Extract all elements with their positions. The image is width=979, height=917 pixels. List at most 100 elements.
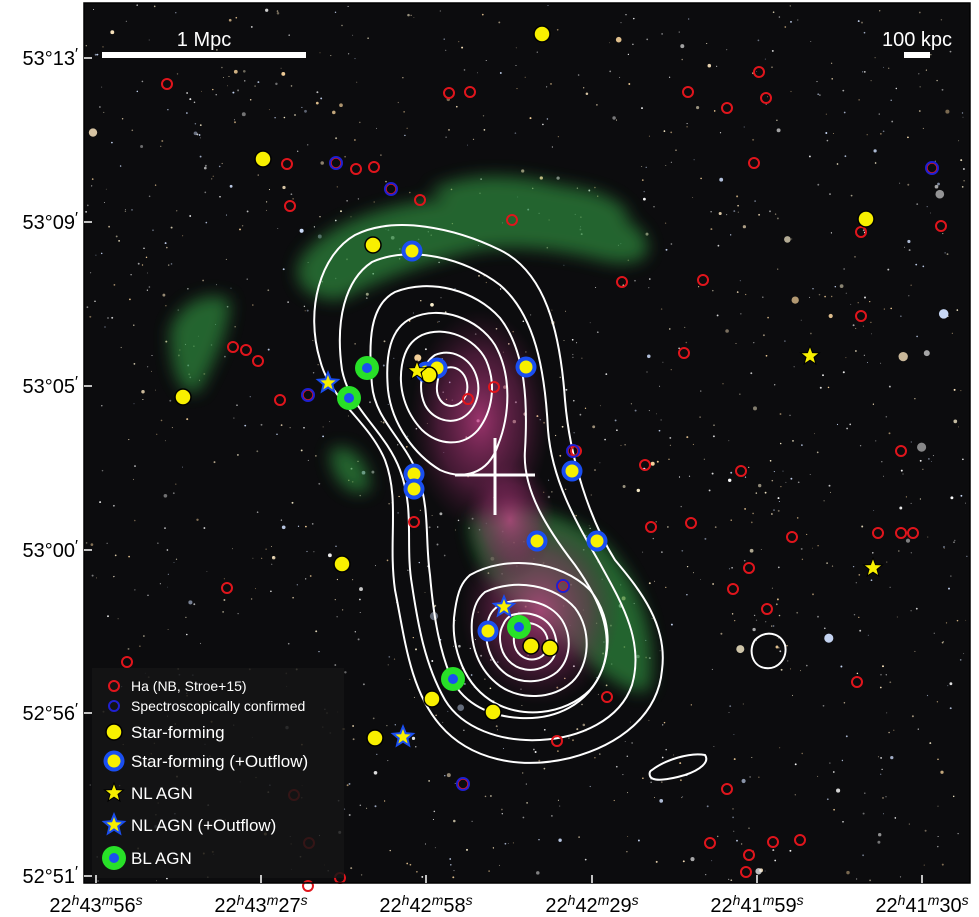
- field-star: [516, 88, 518, 90]
- spectroscopic-marker: [925, 161, 939, 175]
- field-star: [393, 357, 395, 360]
- field-star: [749, 776, 751, 778]
- field-star: [653, 580, 656, 582]
- field-star: [737, 204, 739, 207]
- field-star: [816, 451, 819, 454]
- field-star: [778, 500, 780, 503]
- field-star: [910, 552, 912, 554]
- field-star: [335, 545, 337, 547]
- field-star: [249, 396, 251, 398]
- ha-emitter-marker: [462, 393, 474, 405]
- legend-background: [92, 668, 344, 878]
- field-star: [686, 565, 689, 568]
- field-star: [512, 842, 514, 844]
- field-star: [818, 293, 821, 296]
- field-star: [166, 549, 169, 551]
- field-star: [895, 87, 897, 90]
- field-star: [521, 772, 524, 774]
- field-star: [855, 582, 857, 584]
- field-star: [632, 43, 634, 46]
- field-star: [612, 116, 616, 120]
- field-star: [883, 66, 885, 68]
- field-star: [930, 53, 932, 56]
- field-star: [956, 619, 959, 622]
- field-star: [118, 240, 120, 242]
- field-star: [576, 728, 579, 731]
- field-star: [708, 489, 711, 492]
- field-star: [950, 496, 954, 500]
- field-star: [155, 389, 156, 391]
- y-tick-label: 52°56′: [23, 701, 79, 725]
- ha-emitter-marker: [639, 459, 651, 471]
- field-star: [130, 274, 132, 276]
- contour-level-s6: [499, 612, 558, 671]
- field-star: [822, 374, 824, 377]
- field-star: [946, 253, 949, 256]
- field-star: [113, 576, 115, 578]
- ha-emitter-marker: [761, 603, 773, 615]
- field-star: [387, 760, 389, 762]
- field-star: [857, 20, 860, 23]
- field-star: [359, 804, 362, 806]
- nl-agn-marker: [799, 344, 821, 366]
- field-star: [291, 501, 294, 504]
- field-star: [444, 775, 446, 777]
- scale-bar-100kpc: 100 kpc: [882, 29, 952, 58]
- field-star: [667, 526, 669, 528]
- field-star: [665, 164, 667, 166]
- field-star: [951, 332, 953, 334]
- field-star: [434, 847, 436, 849]
- field-star: [448, 129, 450, 131]
- field-star: [675, 149, 677, 152]
- field-star: [801, 752, 803, 755]
- field-star: [700, 390, 702, 392]
- field-star: [189, 98, 192, 101]
- field-star: [775, 645, 779, 649]
- field-star: [881, 460, 883, 463]
- field-star: [705, 874, 707, 876]
- field-star: [720, 632, 723, 635]
- field-star: [90, 272, 92, 274]
- field-star: [654, 797, 655, 799]
- field-star: [688, 18, 690, 20]
- field-star: [218, 165, 221, 168]
- ha-emitter-marker: [274, 394, 286, 406]
- field-star: [206, 571, 208, 572]
- field-star: [728, 711, 730, 714]
- field-star: [223, 599, 226, 601]
- field-star: [829, 193, 831, 196]
- field-star: [849, 423, 852, 426]
- field-star: [231, 548, 233, 550]
- field-star: [681, 796, 684, 798]
- nl-agn-outflow-marker: [496, 599, 512, 614]
- star-forming-outflow-marker: [590, 534, 604, 548]
- field-star: [728, 568, 731, 570]
- field-star: [504, 842, 507, 845]
- field-star: [467, 144, 469, 146]
- field-star: [254, 588, 257, 590]
- ha-emitter-marker: [227, 341, 239, 353]
- star-forming-marker: [333, 555, 351, 573]
- y-tick-label: 52°51′: [23, 864, 79, 888]
- field-star: [371, 470, 375, 474]
- field-star: [877, 756, 879, 758]
- field-star: [187, 288, 189, 290]
- field-star: [134, 519, 136, 522]
- field-star: [819, 386, 822, 389]
- field-star: [755, 619, 758, 621]
- field-star: [141, 80, 144, 83]
- field-star: [872, 552, 874, 554]
- field-star: [360, 874, 363, 876]
- field-star: [199, 124, 202, 126]
- field-star: [530, 314, 532, 316]
- field-star: [136, 4, 138, 6]
- field-star: [193, 131, 198, 136]
- star-forming-marker: [541, 639, 559, 657]
- field-star: [350, 867, 353, 870]
- scale-bar-1mpc-label: 1 Mpc: [177, 29, 231, 51]
- field-star: [148, 195, 151, 198]
- field-star: [244, 424, 247, 427]
- field-star: [734, 619, 736, 622]
- field-star: [167, 586, 168, 588]
- field-star: [943, 548, 945, 549]
